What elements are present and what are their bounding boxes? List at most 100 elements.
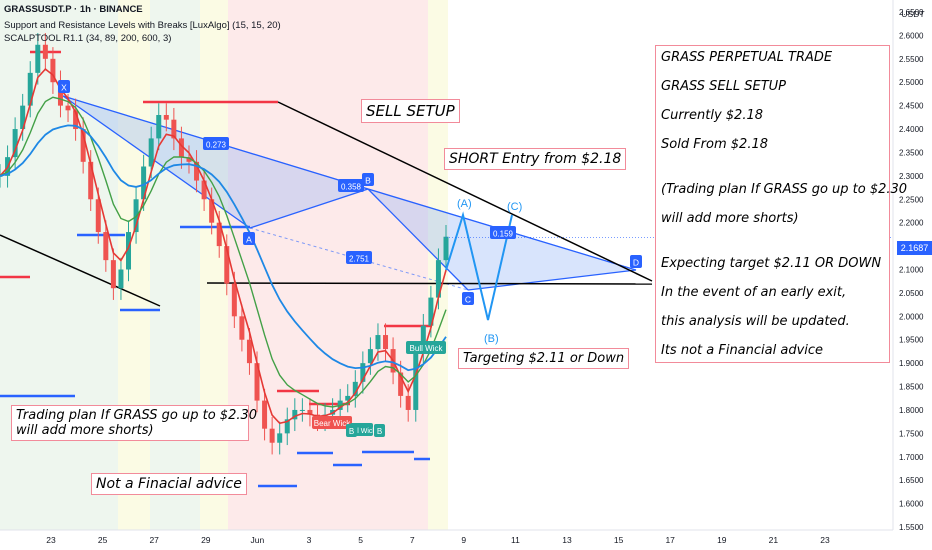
candle-body [50, 58, 56, 83]
candle-body [224, 246, 230, 284]
candle-body [42, 44, 48, 59]
y-tick-label: 2.4500 [899, 102, 924, 111]
pattern-leg [62, 95, 251, 229]
candle-body [254, 363, 260, 401]
bull-wick-badge [406, 341, 446, 354]
trading-plan-line-1: Trading plan If GRASS go up to $2.30 [16, 408, 258, 423]
candle-body [27, 72, 33, 106]
candle-body [352, 381, 358, 396]
sell-setup-label: SELL SETUP [361, 99, 460, 123]
candle-body [209, 199, 215, 223]
symbol-title[interactable]: GRASSUSDT.P · 1h · BINANCE [4, 4, 143, 15]
ma-slow [0, 124, 447, 372]
candle-body [65, 105, 71, 111]
candle-body [201, 180, 207, 200]
x-tick-label: 23 [46, 535, 56, 545]
candle-body [262, 400, 268, 429]
wave-c-label: (C) [507, 201, 522, 213]
ratio-bd: 2.751 [349, 255, 370, 264]
trendline-resistance [277, 101, 653, 282]
x-tick-label: Jun [251, 535, 265, 545]
candle-body [95, 199, 101, 233]
y-tick-label: 1.8000 [899, 406, 924, 415]
trendline-support [206, 282, 653, 285]
candle-body [178, 138, 184, 158]
candle-body [299, 409, 305, 411]
session-zone [200, 0, 228, 530]
candle-body [194, 161, 200, 181]
candle-body [405, 395, 411, 410]
x-tick-label: 13 [562, 535, 572, 545]
wave-b-label: (B) [484, 333, 499, 345]
panel-line: In the event of an early exit, [661, 285, 847, 300]
candle-body [277, 433, 283, 443]
pattern-leg [367, 188, 469, 291]
trendline-left [0, 234, 161, 307]
y-tick-label: 1.7500 [899, 429, 924, 438]
x-tick-label: 29 [201, 535, 211, 545]
price-axis-bg [893, 0, 932, 550]
x-tick-label: 5 [358, 535, 363, 545]
point-a-label-badge [243, 232, 255, 245]
y-tick-label: 2.6000 [899, 31, 924, 40]
not-advice-label: Not a Finacial advice [91, 473, 247, 495]
y-tick-label: 1.6000 [899, 500, 924, 509]
candle-body [57, 82, 63, 106]
ma-fast [0, 68, 447, 425]
pattern-bcd-fill [368, 189, 636, 290]
candle-body [163, 115, 169, 120]
y-tick-label: 1.9500 [899, 336, 924, 345]
y-tick-label: 1.6500 [899, 476, 924, 485]
time-axis-bg [0, 530, 932, 550]
pattern-diagonal [249, 227, 469, 291]
current-price-tag: 2.1687 [897, 241, 932, 255]
candle-body [141, 166, 147, 200]
candle-body [367, 349, 373, 364]
session-zone [0, 0, 118, 530]
y-tick-label: 2.5000 [899, 78, 924, 87]
panel-line: (Trading plan If GRASS go up to $2.30 [661, 182, 908, 197]
candle-body [345, 395, 351, 401]
candle-body [126, 232, 132, 270]
panel-line: this analysis will be updated. [661, 314, 850, 329]
candle-body [12, 129, 18, 158]
y-tick-label: 1.7000 [899, 453, 924, 462]
candle-body [246, 339, 252, 364]
wick-b2-badge [374, 424, 385, 437]
indicator-scalptool[interactable]: SCALPTOOL R1.1 (34, 89, 200, 600, 3) [4, 33, 172, 44]
candle-body [20, 105, 26, 130]
trading-plan-line-2: will add more shorts) [16, 423, 154, 438]
wave-a-label: (A) [457, 198, 472, 210]
indicator-sr-levels[interactable]: Support and Resistance Levels with Break… [4, 20, 281, 31]
candle-body [88, 161, 94, 200]
short-entry-label: SHORT Entry from $2.18 [444, 148, 627, 170]
x-tick-label: 25 [98, 535, 108, 545]
panel-line: GRASS SELL SETUP [661, 79, 787, 94]
ratio-bd-badge [346, 251, 372, 264]
ratio-ac: 0.358 [341, 183, 362, 192]
panel-line: Its not a Financial advice [661, 343, 824, 358]
x-tick-label: 9 [461, 535, 466, 545]
candle-body [118, 269, 124, 289]
ratio-cd-badge [490, 226, 516, 239]
wick-b-label: B [349, 427, 354, 436]
session-zone [118, 0, 150, 530]
currency-label: USDT [901, 9, 924, 19]
candle-body [186, 157, 192, 162]
y-tick-label: 2.5500 [899, 55, 924, 64]
x-tick-label: 11 [511, 535, 520, 545]
panel-line: Currently $2.18 [661, 108, 763, 123]
point-c-label-badge [462, 292, 474, 305]
ratio-ac-badge [338, 179, 364, 192]
x-tick-label: 23 [820, 535, 830, 545]
ratio-cd: 0.159 [493, 230, 514, 239]
y-tick-label: 1.5500 [899, 523, 924, 532]
ratio-xb-badge [203, 137, 229, 150]
candle-body [103, 232, 109, 261]
x-tick-label: 21 [769, 535, 779, 545]
pattern-xab-fill [63, 96, 368, 228]
candle-body [156, 115, 162, 139]
y-tick-label: 2.2500 [899, 195, 924, 204]
